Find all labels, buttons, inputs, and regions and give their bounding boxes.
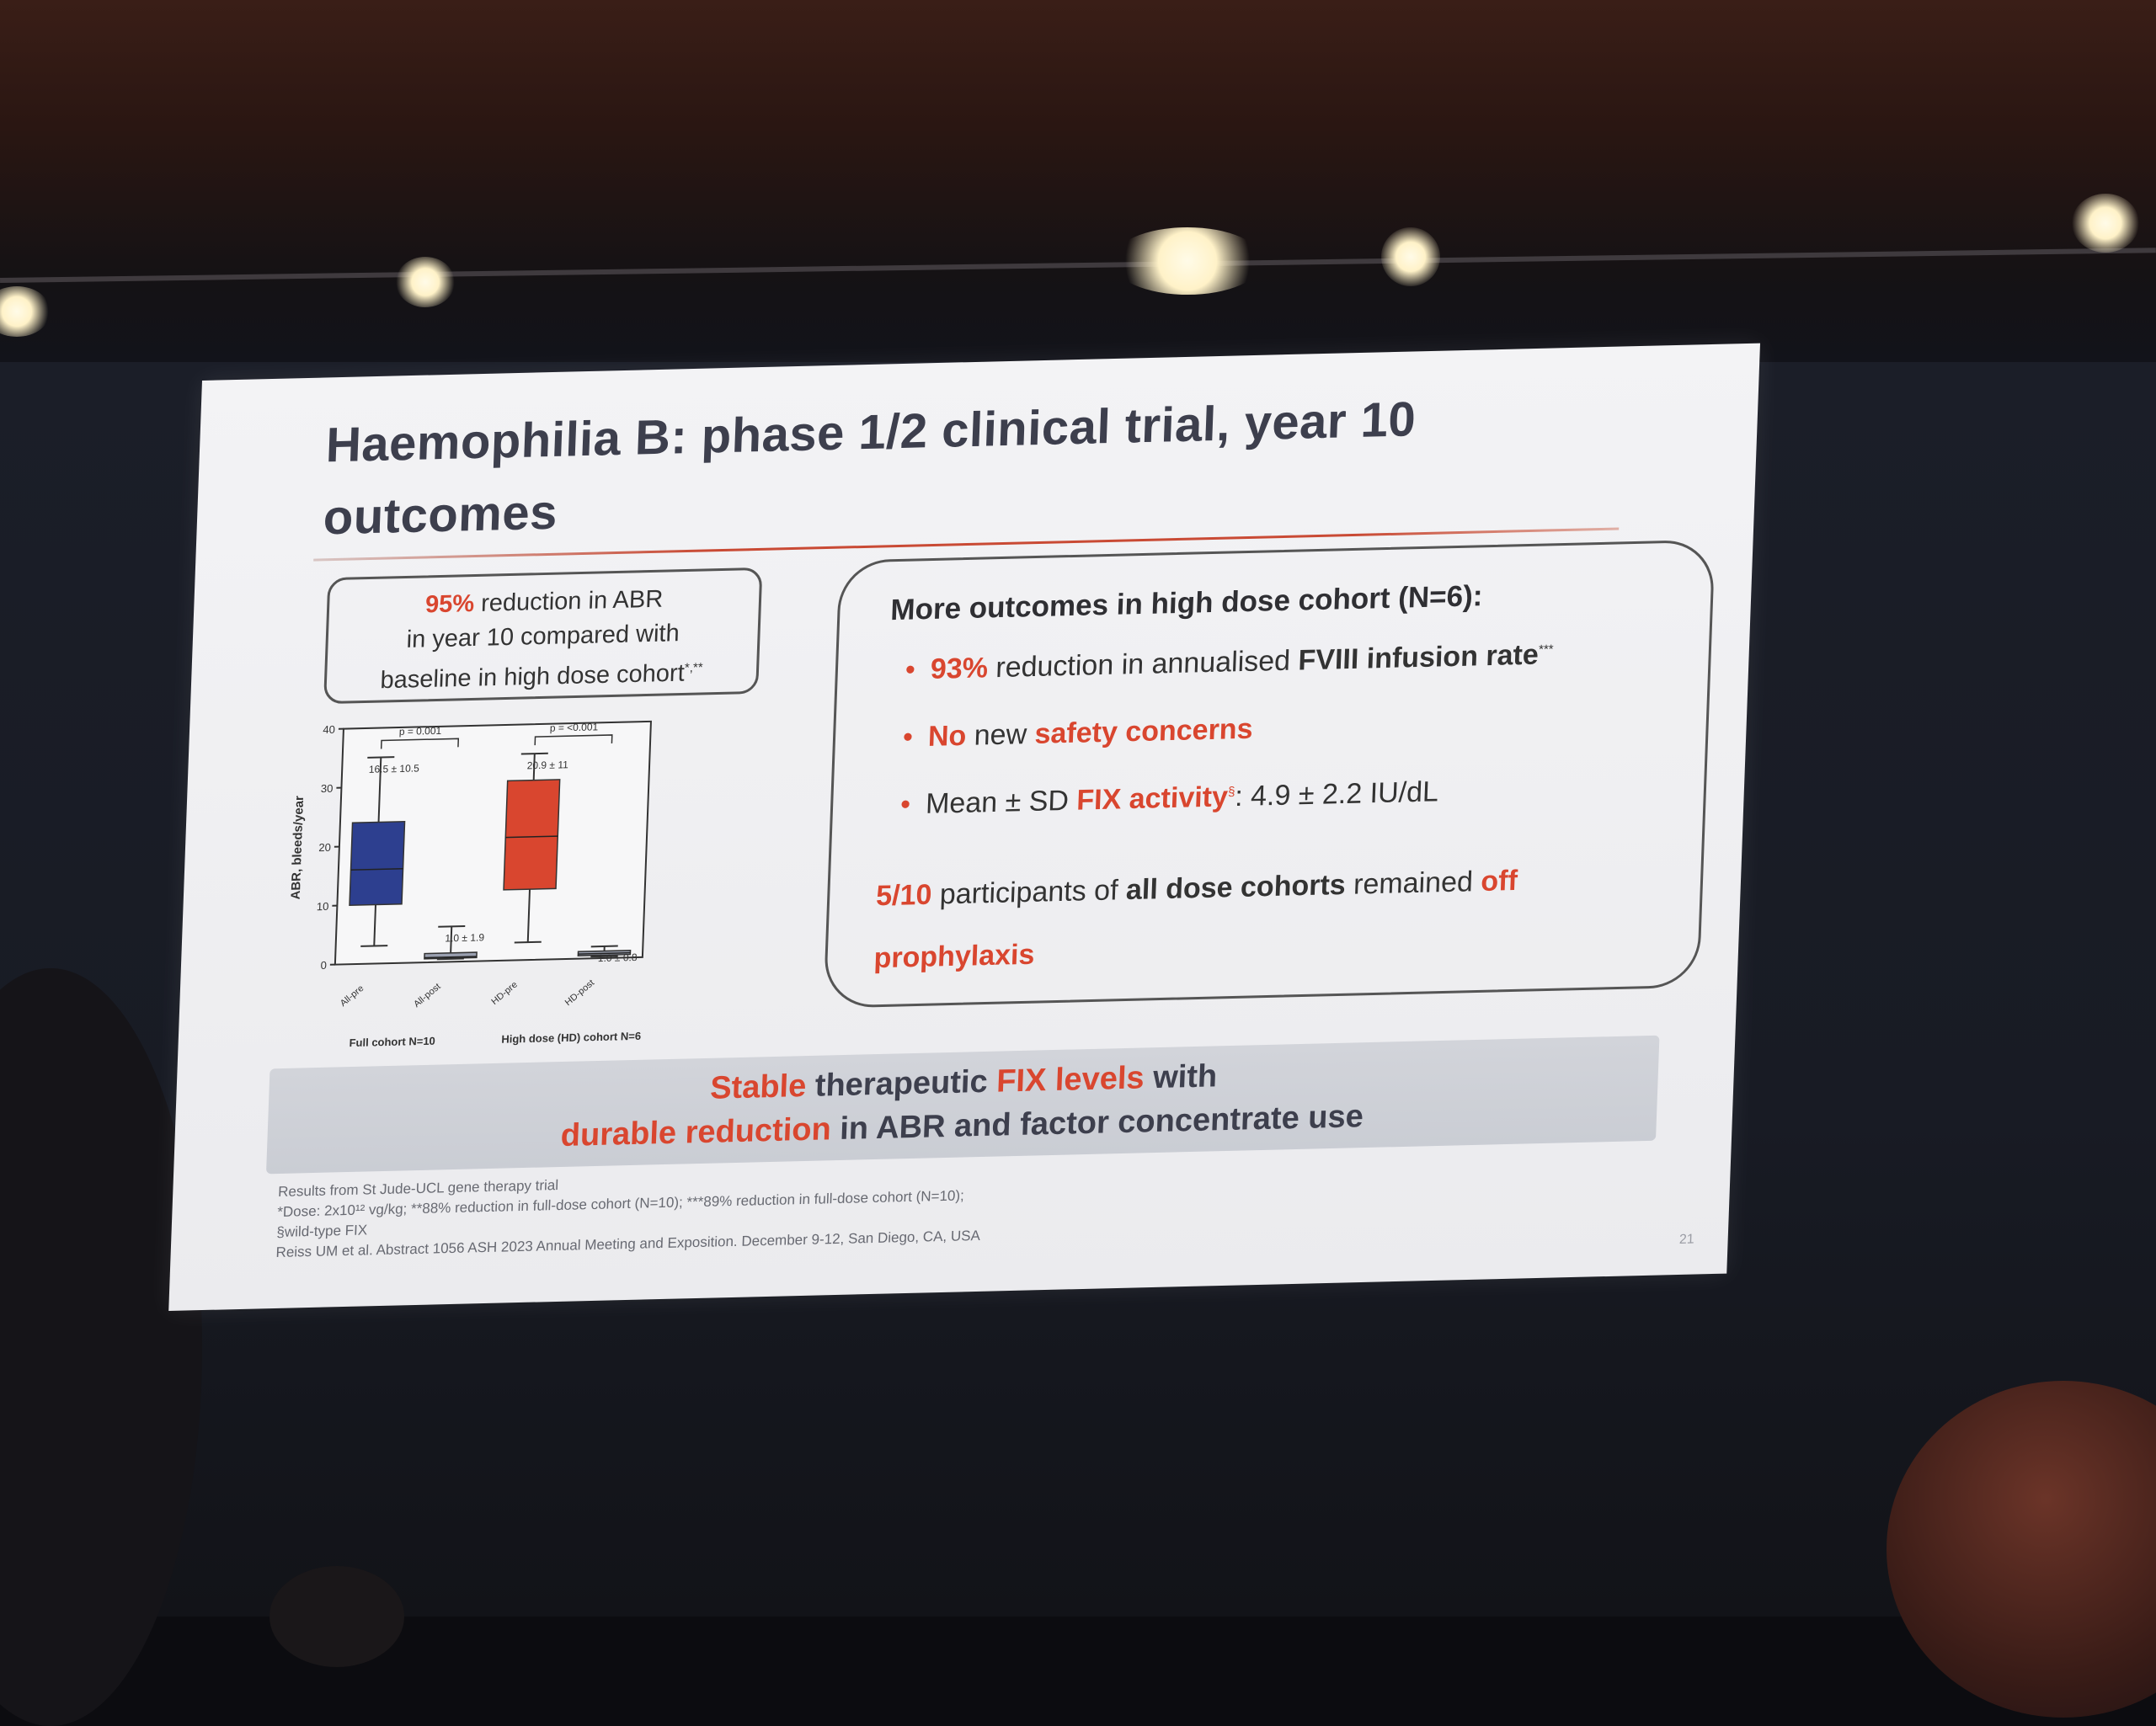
bullet-dot: • [899, 788, 910, 821]
whisker-cap [515, 942, 542, 943]
box-value-label: 1.0 ± 0.8 [598, 951, 638, 964]
prophylaxis-text: participants of [931, 874, 1127, 911]
abr-text-3: baseline in high dose cohort [380, 660, 685, 695]
x-tick-label: HD-post [563, 978, 596, 1008]
prophylaxis-count: 5/10 [876, 879, 933, 913]
banner-stable: Stable [709, 1068, 807, 1106]
y-tick-label: 10 [317, 900, 329, 913]
slide-title: Haemophilia B: phase 1/2 clinical trial,… [322, 381, 1548, 555]
y-tick-label: 20 [318, 841, 331, 854]
high-dose-outcomes-box: More outcomes in high dose cohort (N=6):… [823, 540, 1715, 1009]
y-tick-label: 0 [320, 959, 327, 972]
box-value-label: 16.5 ± 10.5 [369, 762, 420, 775]
prophylaxis-statement: 5/10 participants of all dose cohorts re… [873, 846, 1660, 989]
outcomes-heading: More outcomes in high dose cohort (N=6): [890, 579, 1483, 627]
group-label: High dose (HD) cohort N=6 [501, 1030, 641, 1046]
bullet-fviii: •93% reduction in annualised FVIII infus… [930, 638, 1554, 686]
whisker-cap [367, 757, 394, 758]
prophylaxis-text-2: remained [1345, 866, 1481, 901]
fviii-bold: FVIII infusion rate [1298, 639, 1540, 677]
ceiling-light [2072, 194, 2139, 253]
y-tick-label: 40 [323, 723, 335, 736]
abr-reduction-box: 95% reduction in ABR in year 10 compared… [323, 567, 762, 704]
projected-slide: Haemophilia B: phase 1/2 clinical trial,… [168, 344, 1760, 1311]
fviii-pct: 93% [930, 652, 988, 685]
ceiling-light [1381, 227, 1440, 286]
bullet-safety: •No new safety concerns [927, 713, 1253, 754]
fviii-text: reduction in annualised [987, 644, 1299, 684]
whisker-cap [438, 926, 465, 927]
bullet-dot: • [905, 653, 915, 686]
safety-red: safety concerns [1034, 713, 1253, 750]
pvalue-label: p = 0.001 [399, 725, 442, 738]
safety-no: No [927, 720, 967, 753]
abr-text-1: reduction in ABR [474, 586, 664, 617]
page-number: 21 [1679, 1233, 1694, 1248]
group-label: Full cohort N=10 [349, 1035, 435, 1049]
pvalue-label: p = <0.001 [550, 721, 599, 733]
y-tick-label: 30 [321, 782, 334, 795]
prophylaxis-bold: all dose cohorts [1125, 869, 1346, 906]
banner-text-2: with [1144, 1058, 1218, 1095]
ceiling-light [396, 257, 455, 307]
abr-marker: *,** [685, 660, 703, 675]
y-axis-label: ABR, bleeds/year [289, 796, 307, 900]
fviii-marker: *** [1539, 642, 1554, 657]
banner-text-1: therapeutic [806, 1064, 997, 1104]
fix-text: Mean ± SD [925, 785, 1077, 820]
bullet-dot: • [902, 721, 913, 754]
x-tick-label: All-pre [339, 983, 366, 1009]
whisker-cap [591, 946, 618, 947]
x-tick-label: HD-pre [489, 980, 519, 1007]
box-HD-pre [504, 780, 560, 890]
safety-text: new [966, 718, 1036, 752]
box-value-label: 20.9 ± 11 [527, 759, 569, 771]
box-All-pre [350, 822, 405, 905]
banner-text-3: in ABR and factor concentrate use [830, 1099, 1364, 1147]
fix-rest: : 4.9 ± 2.2 IU/dL [1235, 775, 1439, 812]
box-value-label: 1.0 ± 1.9 [445, 931, 484, 944]
ceiling [0, 0, 2156, 362]
x-tick-label: All-post [412, 982, 442, 1009]
bullet-fix-activity: •Mean ± SD FIX activity§: 4.9 ± 2.2 IU/d… [925, 775, 1438, 821]
banner-durable: durable reduction [560, 1111, 831, 1153]
ceiling-light [1112, 227, 1263, 295]
abr-pct: 95% [425, 590, 475, 618]
audience-head [270, 1566, 404, 1667]
abr-box-plot: 0 10 20 30 40 ABR, bleeds/year 16.5 ± 10.5 All-… [252, 702, 736, 1058]
fix-red: FIX activity [1076, 780, 1229, 816]
banner-fix-levels: FIX levels [995, 1060, 1145, 1099]
